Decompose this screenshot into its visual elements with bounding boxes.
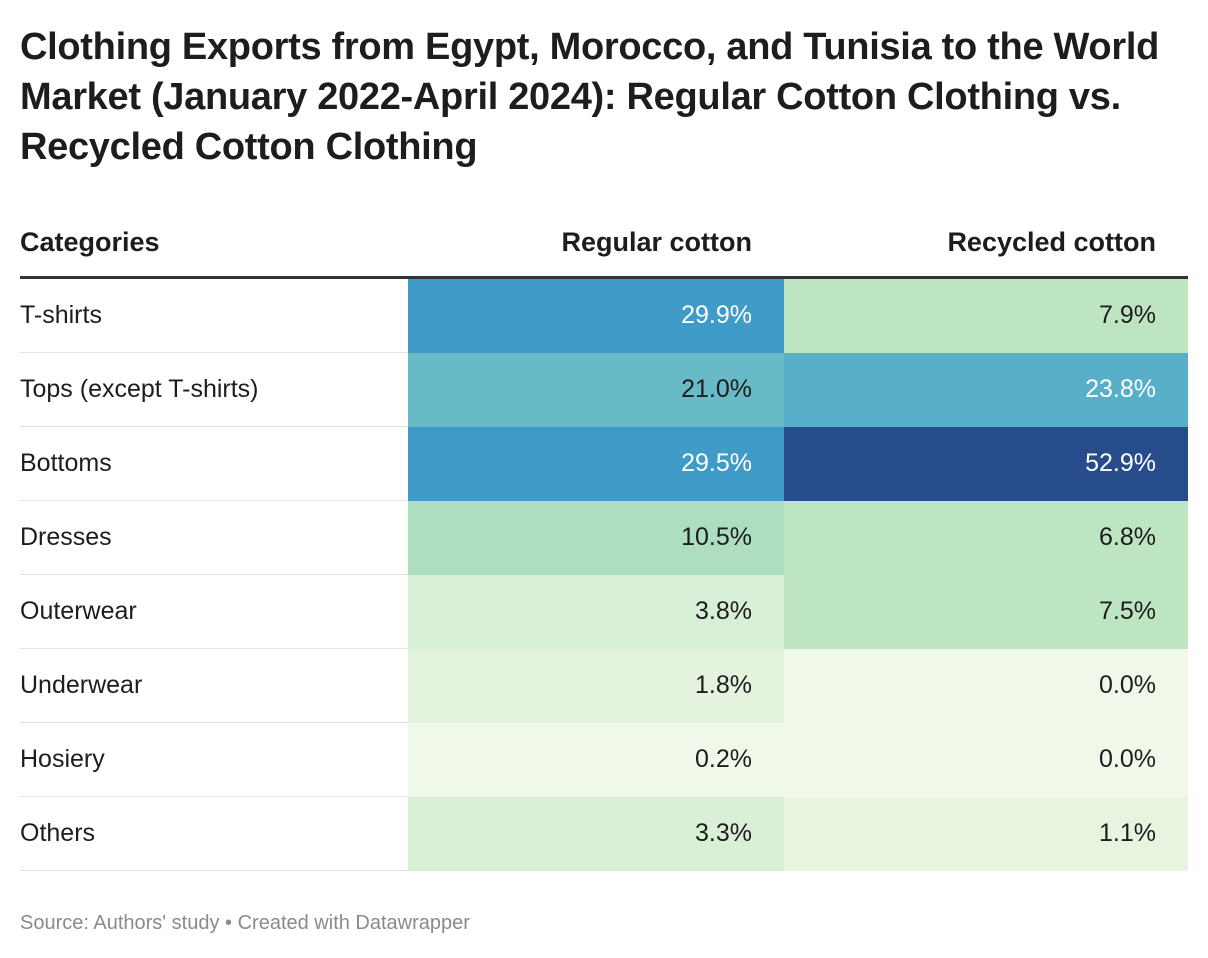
value-cell: 3.3% xyxy=(408,796,784,871)
column-header: Regular cotton xyxy=(408,208,784,279)
table-row: Outerwear 3.8% 7.5% xyxy=(20,574,1188,649)
value-cell: 23.8% xyxy=(784,352,1188,427)
category-cell: Dresses xyxy=(20,500,408,575)
value-cell: 6.8% xyxy=(784,500,1188,575)
value-cell: 21.0% xyxy=(408,352,784,427)
value-cell: 52.9% xyxy=(784,426,1188,501)
category-cell: Hosiery xyxy=(20,722,408,797)
value-cell: 29.9% xyxy=(408,277,784,353)
category-cell: Outerwear xyxy=(20,574,408,649)
source-note: Source: Authors' study • Created with Da… xyxy=(20,912,470,934)
value-cell: 7.5% xyxy=(784,574,1188,649)
category-cell: Tops (except T-shirts) xyxy=(20,352,408,427)
value-cell: 0.0% xyxy=(784,722,1188,797)
header-row: Categories Regular cotton Recycled cotton xyxy=(20,208,1188,279)
category-cell: Underwear xyxy=(20,648,408,723)
value-cell: 29.5% xyxy=(408,426,784,501)
category-cell: T-shirts xyxy=(20,277,408,353)
table-row: T-shirts 29.9% 7.9% xyxy=(20,277,1188,353)
table-row: Hosiery 0.2% 0.0% xyxy=(20,722,1188,797)
value-cell: 0.0% xyxy=(784,648,1188,723)
column-header: Categories xyxy=(20,208,408,279)
table-row: Bottoms 29.5% 52.9% xyxy=(20,426,1188,501)
table-row: Underwear 1.8% 0.0% xyxy=(20,648,1188,723)
table-row: Tops (except T-shirts) 21.0% 23.8% xyxy=(20,352,1188,427)
data-table: Categories Regular cotton Recycled cotton … xyxy=(20,208,1188,871)
value-cell: 1.8% xyxy=(408,648,784,723)
table-row: Others 3.3% 1.1% xyxy=(20,796,1188,871)
value-cell: 1.1% xyxy=(784,796,1188,871)
value-cell: 3.8% xyxy=(408,574,784,649)
table-row: Dresses 10.5% 6.8% xyxy=(20,500,1188,575)
value-cell: 0.2% xyxy=(408,722,784,797)
category-cell: Bottoms xyxy=(20,426,408,501)
title: Clothing Exports from Egypt, Morocco, an… xyxy=(20,26,1159,168)
value-cell: 10.5% xyxy=(408,500,784,575)
column-header: Recycled cotton xyxy=(784,208,1188,279)
value-cell: 7.9% xyxy=(784,277,1188,353)
category-cell: Others xyxy=(20,796,408,871)
